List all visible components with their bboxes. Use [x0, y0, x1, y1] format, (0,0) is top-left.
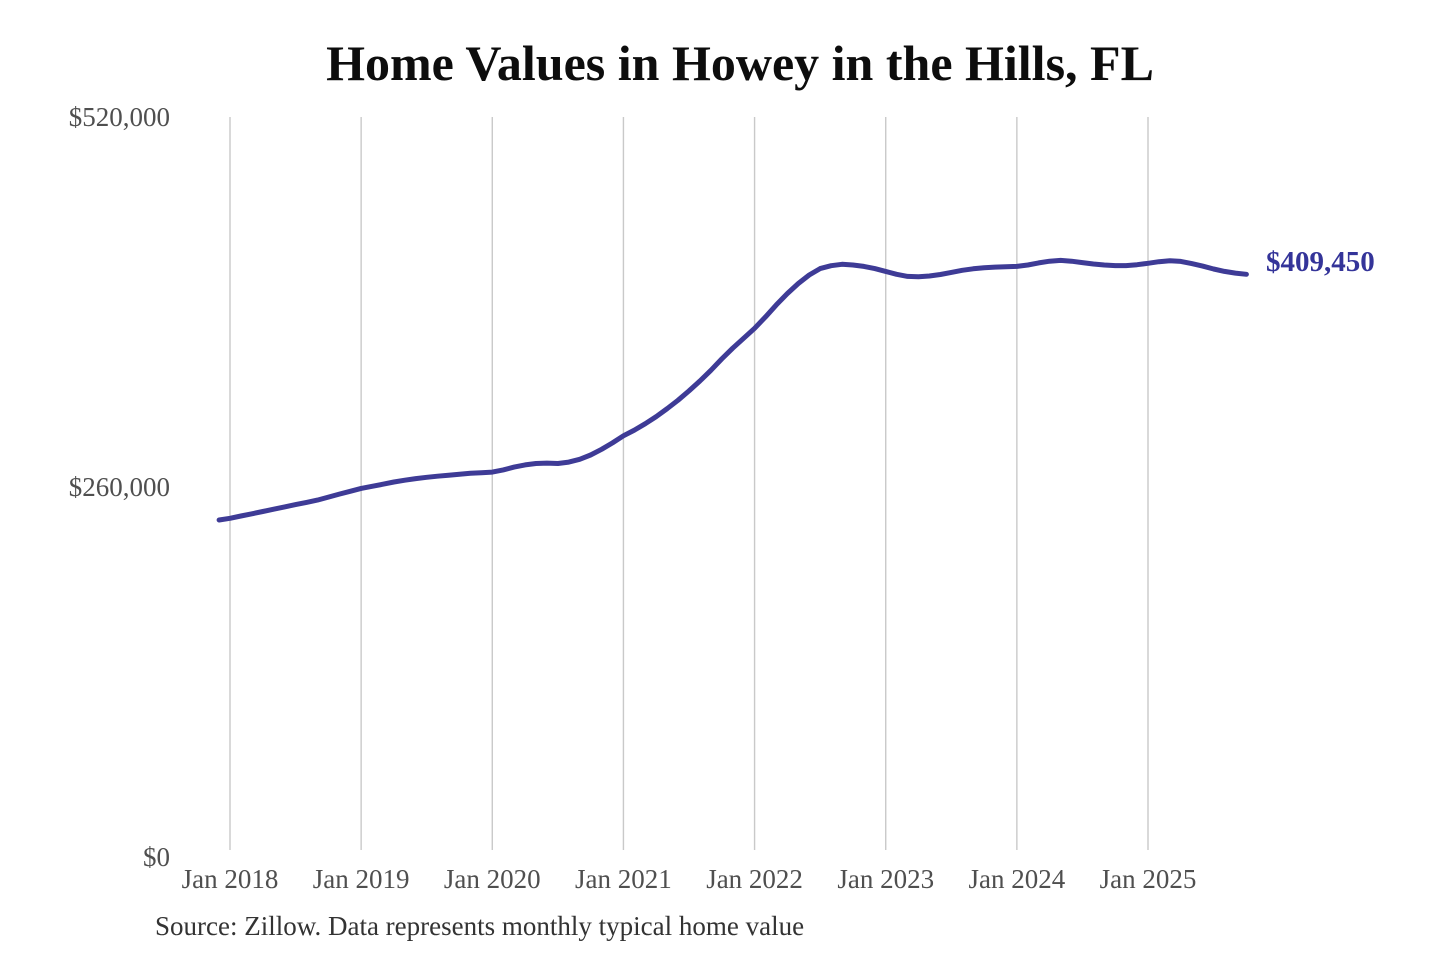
- x-axis-label: Jan 2023: [837, 864, 934, 894]
- x-axis-label: Jan 2021: [575, 864, 672, 894]
- x-axis-label: Jan 2018: [182, 864, 279, 894]
- y-axis-label: $520,000: [69, 102, 170, 132]
- x-axis-label: Jan 2022: [706, 864, 803, 894]
- x-axis-label: Jan 2020: [444, 864, 541, 894]
- x-axis-label: Jan 2024: [968, 864, 1065, 894]
- y-axis-label: $0: [143, 842, 170, 872]
- chart-title: Home Values in Howey in the Hills, FL: [326, 35, 1154, 91]
- x-axis-label: Jan 2019: [313, 864, 410, 894]
- home-value-line: [216, 257, 1249, 523]
- latest-value-label: $409,450: [1266, 246, 1375, 278]
- source-note: Source: Zillow. Data represents monthly …: [155, 911, 805, 941]
- x-axis-label: Jan 2025: [1100, 864, 1197, 894]
- y-axis-label: $260,000: [69, 472, 170, 502]
